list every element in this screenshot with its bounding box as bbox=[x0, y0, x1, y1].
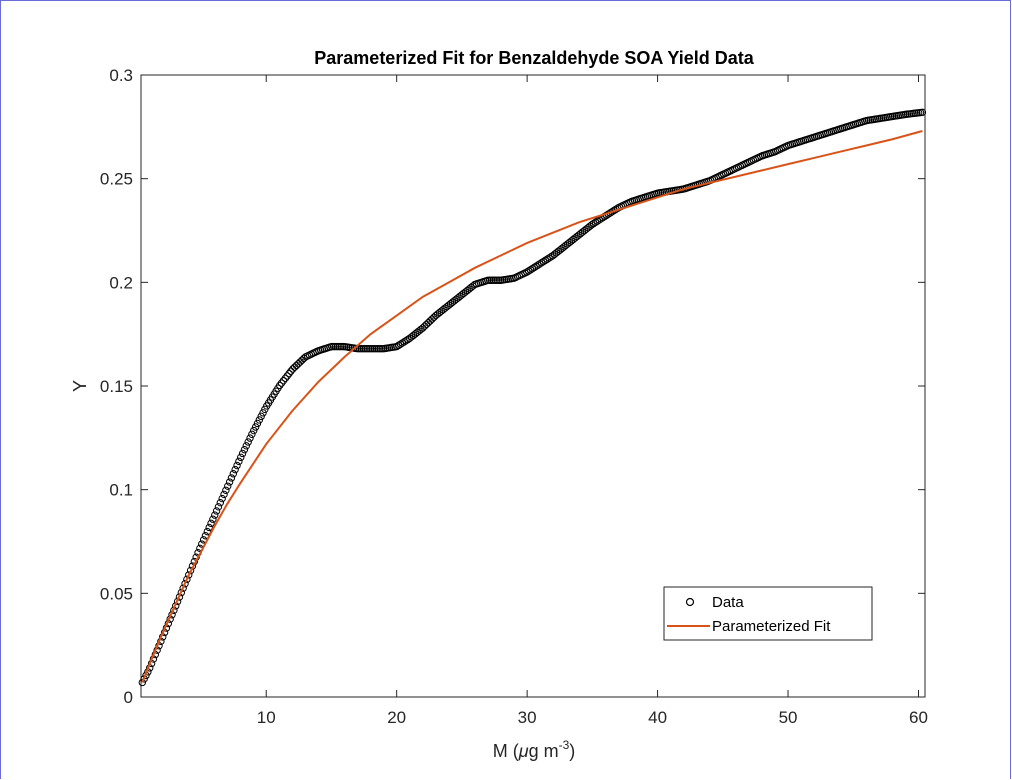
data-point bbox=[231, 465, 239, 474]
chart-title: Parameterized Fit for Benzaldehyde SOA Y… bbox=[314, 48, 754, 68]
data-point bbox=[212, 507, 221, 515]
data-point bbox=[591, 218, 600, 226]
y-tick-label: 0.2 bbox=[109, 273, 133, 292]
data-point bbox=[251, 423, 260, 431]
data-point bbox=[524, 267, 533, 275]
data-point bbox=[233, 461, 241, 470]
data-point bbox=[537, 259, 546, 267]
data-point bbox=[404, 335, 412, 344]
data-point bbox=[398, 339, 407, 347]
data-point bbox=[402, 336, 410, 345]
data-point bbox=[259, 409, 267, 417]
data-point bbox=[287, 367, 295, 375]
data-point bbox=[532, 262, 540, 270]
data-point bbox=[214, 503, 223, 511]
data-point bbox=[543, 255, 551, 263]
data-point bbox=[530, 263, 538, 272]
x-tick-label: 50 bbox=[779, 708, 798, 727]
data-point bbox=[255, 416, 264, 424]
fit-line bbox=[141, 130, 923, 683]
data-point bbox=[541, 256, 550, 265]
data-point bbox=[277, 379, 286, 387]
data-point bbox=[276, 381, 284, 390]
data-point bbox=[534, 261, 542, 269]
data-point bbox=[394, 341, 403, 350]
x-tick-label: 30 bbox=[518, 708, 537, 727]
data-point bbox=[528, 264, 537, 273]
x-axis-label: M (μg m-3) bbox=[493, 738, 576, 761]
x-tick-label: 40 bbox=[648, 708, 667, 727]
data-point bbox=[547, 253, 555, 261]
data-point bbox=[918, 108, 927, 117]
data-point bbox=[242, 442, 251, 450]
data-point bbox=[250, 426, 258, 435]
x-tick-labels: 10 20 30 40 50 60 bbox=[257, 708, 928, 727]
data-point bbox=[285, 369, 293, 378]
y-tick-label: 0.1 bbox=[109, 481, 133, 500]
data-point bbox=[218, 494, 226, 503]
y-tick-label: 0.05 bbox=[100, 584, 133, 603]
y-tick-label: 0.15 bbox=[100, 377, 133, 396]
data-point bbox=[300, 354, 308, 363]
data-point bbox=[211, 511, 219, 519]
data-point bbox=[523, 268, 531, 276]
x-tick-label: 60 bbox=[909, 708, 928, 727]
data-point bbox=[400, 338, 408, 346]
data-point bbox=[238, 449, 247, 458]
legend-data-marker bbox=[685, 597, 695, 607]
data-point bbox=[207, 519, 215, 528]
data-point bbox=[253, 419, 262, 428]
data-point bbox=[205, 523, 213, 532]
data-point bbox=[181, 580, 189, 588]
data-point bbox=[257, 412, 265, 421]
legend-data-label: Data bbox=[712, 594, 744, 611]
data-point bbox=[220, 490, 228, 499]
legend: Data Parameterized Fit bbox=[663, 586, 873, 641]
data-point bbox=[279, 376, 288, 385]
axis-ticks bbox=[141, 74, 925, 698]
legend-box bbox=[663, 586, 873, 641]
data-point bbox=[235, 457, 243, 466]
data-point bbox=[185, 571, 193, 579]
data-point bbox=[240, 445, 249, 454]
y-tick-label: 0.25 bbox=[100, 170, 133, 189]
data-series bbox=[138, 108, 927, 687]
data-point bbox=[283, 372, 291, 380]
data-point bbox=[224, 482, 232, 490]
y-tick-label: 0.3 bbox=[109, 66, 133, 85]
data-point bbox=[536, 260, 544, 268]
data-point bbox=[588, 221, 596, 229]
data-point bbox=[246, 434, 254, 442]
data-point bbox=[539, 257, 548, 266]
legend-fit-label: Parameterized Fit bbox=[712, 618, 831, 635]
data-point bbox=[281, 374, 290, 383]
data-point bbox=[526, 266, 535, 274]
y-axis-label: Y bbox=[70, 380, 90, 392]
y-tick-label: 0 bbox=[124, 688, 133, 707]
data-point bbox=[227, 474, 236, 482]
data-point bbox=[222, 486, 230, 494]
data-point bbox=[589, 219, 598, 228]
data-point bbox=[393, 342, 401, 351]
data-point bbox=[396, 340, 405, 348]
data-point bbox=[593, 217, 602, 225]
data-point bbox=[225, 478, 234, 486]
y-tick-labels: 0 0.05 0.1 0.15 0.2 0.25 0.3 bbox=[100, 66, 133, 707]
data-point bbox=[237, 453, 245, 462]
data-point bbox=[138, 678, 147, 687]
x-tick-label: 10 bbox=[257, 708, 276, 727]
data-point bbox=[216, 498, 225, 507]
data-point bbox=[209, 515, 217, 523]
data-point bbox=[229, 470, 238, 478]
data-point bbox=[183, 575, 191, 584]
data-point bbox=[545, 254, 553, 262]
x-tick-label: 20 bbox=[387, 708, 406, 727]
data-point bbox=[244, 438, 252, 446]
data-point bbox=[248, 430, 256, 438]
